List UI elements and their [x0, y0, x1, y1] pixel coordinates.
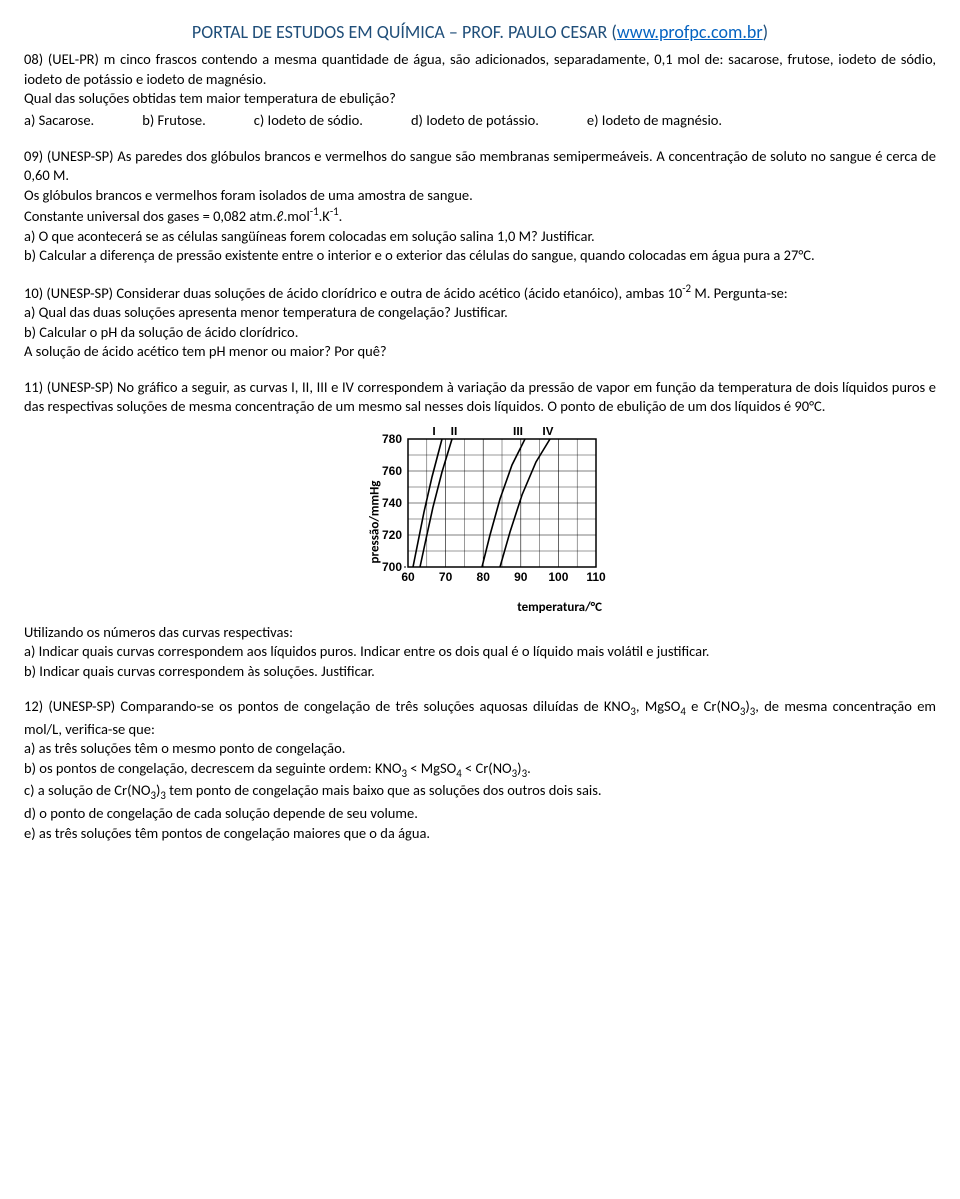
svg-text:70: 70 [439, 570, 453, 584]
chart-xlabel: temperatura/°C [350, 599, 610, 617]
q08-opt-e: e) Iodeto de magnésio. [587, 111, 722, 131]
chart-svg: 70072074076078060708090100110IIIIIIIV [350, 427, 610, 597]
svg-text:I: I [432, 427, 435, 438]
svg-text:700: 700 [382, 560, 402, 574]
svg-text:760: 760 [382, 464, 402, 478]
q10-p1: 10) (UNESP-SP) Considerar duas soluções … [24, 282, 936, 303]
q09-p3: Constante universal dos gases = 0,082 at… [24, 205, 936, 226]
svg-text:60: 60 [401, 570, 415, 584]
q08-options: a) Sacarose. b) Frutose. c) Iodeto de só… [24, 111, 936, 131]
q11-after: Utilizando os números das curvas respect… [24, 623, 936, 643]
q10-p1a: 10) (UNESP-SP) Considerar duas soluções … [24, 284, 682, 302]
q08-prompt: Qual das soluções obtidas tem maior temp… [24, 89, 936, 109]
header-suffix: ) [763, 21, 768, 43]
q12-cc: tem ponto de congelação mais baixo que a… [166, 781, 602, 799]
q10-b: b) Calcular o pH da solução de ácido clo… [24, 323, 936, 343]
q12-p1b: , MgSO [636, 697, 680, 715]
svg-text:80: 80 [477, 570, 491, 584]
svg-text:IV: IV [542, 427, 553, 438]
header-link[interactable]: www.profpc.com.br [617, 21, 763, 43]
chart-ylabel: pressão/mmHg [367, 480, 385, 563]
q09-p1: 09) (UNESP-SP) As paredes dos glóbulos b… [24, 147, 936, 186]
svg-text:780: 780 [382, 432, 402, 446]
q12-e: e) as três soluções têm pontos de congel… [24, 824, 936, 844]
q09-p3a: Constante universal dos gases = 0,082 at… [24, 207, 310, 225]
q08-opt-b: b) Frutose. [142, 111, 206, 131]
q11-b: b) Indicar quais curvas correspondem às … [24, 662, 936, 682]
q12-ba: b) os pontos de congelação, decrescem da… [24, 759, 401, 777]
q12-ca: c) a solução de Cr(NO [24, 781, 150, 799]
sup-neg1a: -1 [310, 205, 319, 218]
q12-p1a: 12) (UNESP-SP) Comparando-se os pontos d… [24, 697, 630, 715]
q12-bc: < Cr(NO [462, 759, 512, 777]
question-12: 12) (UNESP-SP) Comparando-se os pontos d… [24, 697, 936, 843]
q12-b: b) os pontos de congelação, decrescem da… [24, 759, 936, 782]
vapor-pressure-chart: pressão/mmHg 700 720 740 760 780 60 70 80 90 100 1… [24, 427, 936, 617]
q12-d: d) o ponto de congelação de cada solução… [24, 804, 936, 824]
q11-a: a) Indicar quais curvas correspondem aos… [24, 642, 936, 662]
svg-text:720: 720 [382, 528, 402, 542]
q12-p1c: e Cr(NO [686, 697, 740, 715]
question-10: 10) (UNESP-SP) Considerar duas soluções … [24, 282, 936, 362]
sup-neg2: -2 [682, 282, 691, 295]
q11-p1: 11) (UNESP-SP) No gráfico a seguir, as c… [24, 378, 936, 417]
q12-bb: < MgSO [407, 759, 456, 777]
svg-text:II: II [451, 427, 458, 438]
page-header: PORTAL DE ESTUDOS EM QUÍMICA – PROF. PAU… [24, 20, 936, 44]
q12-c: c) a solução de Cr(NO3)3 tem ponto de co… [24, 781, 936, 804]
q09-p3b: .K [319, 207, 330, 225]
q09-b: b) Calcular a diferença de pressão exist… [24, 246, 936, 266]
question-09: 09) (UNESP-SP) As paredes dos glóbulos b… [24, 147, 936, 266]
q08-text: 08) (UEL-PR) m cinco frascos contendo a … [24, 50, 936, 89]
q08-opt-d: d) Iodeto de potássio. [411, 111, 539, 131]
question-11: 11) (UNESP-SP) No gráfico a seguir, as c… [24, 378, 936, 681]
q10-a: a) Qual das duas soluções apresenta meno… [24, 303, 936, 323]
svg-text:100: 100 [548, 570, 568, 584]
header-prefix: PORTAL DE ESTUDOS EM QUÍMICA – PROF. PAU… [192, 21, 617, 43]
svg-text:110: 110 [586, 570, 606, 584]
q12-be: . [527, 759, 531, 777]
q12-a: a) as três soluções têm o mesmo ponto de… [24, 739, 936, 759]
svg-text:90: 90 [514, 570, 528, 584]
q10-p1b: M. Pergunta-se: [691, 284, 788, 302]
svg-text:III: III [513, 427, 523, 438]
q08-opt-a: a) Sacarose. [24, 111, 94, 131]
sup-neg1b: -1 [330, 205, 339, 218]
q08-opt-c: c) Iodeto de sódio. [254, 111, 363, 131]
q10-c: A solução de ácido acético tem pH menor … [24, 342, 936, 362]
q09-p3c: . [339, 207, 343, 225]
q09-p2: Os glóbulos brancos e vermelhos foram is… [24, 186, 936, 206]
question-08: 08) (UEL-PR) m cinco frascos contendo a … [24, 50, 936, 130]
q09-a: a) O que acontecerá se as células sangüí… [24, 227, 936, 247]
svg-text:740: 740 [382, 496, 402, 510]
q12-p1: 12) (UNESP-SP) Comparando-se os pontos d… [24, 697, 936, 739]
